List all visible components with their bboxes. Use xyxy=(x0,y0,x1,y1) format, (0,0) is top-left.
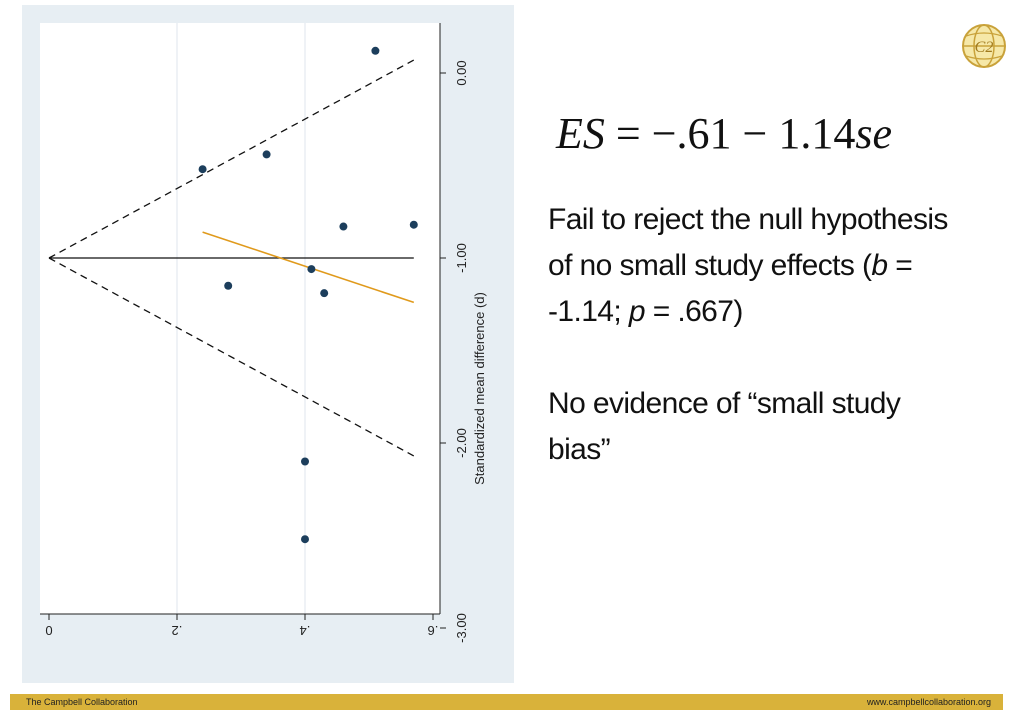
bias-text: No evidence of “small study bias” xyxy=(548,387,901,466)
data-point xyxy=(301,535,309,544)
plot-area xyxy=(40,23,440,614)
x-tick-label: 0 xyxy=(45,623,52,638)
data-point xyxy=(371,46,380,55)
x-tick-label: .4 xyxy=(300,623,311,638)
data-point xyxy=(409,220,418,229)
funnel-lower-line xyxy=(48,257,415,457)
x-tick-label: .6 xyxy=(428,623,439,638)
p-value: = .667) xyxy=(644,295,744,328)
data-point xyxy=(320,289,329,298)
data-point xyxy=(301,457,309,466)
formula-lhs: ES xyxy=(556,109,605,158)
y-tick-label: 0.00 xyxy=(454,60,469,85)
funnel-upper-line xyxy=(48,59,415,259)
formula-var: se xyxy=(855,109,892,158)
footer-url[interactable]: www.campbellcollaboration.org xyxy=(866,697,991,707)
x-tick-label: .2 xyxy=(172,623,183,638)
conclusion-text: Fail to reject the null hypothesis of no… xyxy=(548,197,968,335)
b-symbol: b xyxy=(871,249,888,282)
b-value: = -1.14; xyxy=(548,249,913,328)
data-point xyxy=(224,281,233,290)
logo-text: C2 xyxy=(975,39,994,56)
p-symbol: p xyxy=(628,295,646,328)
data-point xyxy=(339,222,348,231)
funnel-plot: 0 .2 .4 .6 0.00 -1.00 -2.00 -3.00 Standardized m… xyxy=(40,23,487,643)
globe-icon: C2 xyxy=(962,24,1006,68)
y-tick-label: -2.00 xyxy=(454,428,469,458)
y-tick-label: -3.00 xyxy=(454,613,469,643)
data-point xyxy=(307,265,316,274)
regression-formula: ES = −.61 − 1.14se xyxy=(556,108,892,159)
chart-panel: 0 .2 .4 .6 0.00 -1.00 -2.00 -3.00 Standardized m… xyxy=(22,5,514,683)
y-tick-label: -1.00 xyxy=(454,243,469,273)
y-axis-label: Standardized mean difference (d) xyxy=(472,292,487,485)
data-point xyxy=(262,150,271,159)
formula-eq: = −.61 − 1.14 xyxy=(604,109,856,158)
footer-organization: The Campbell Collaboration xyxy=(26,697,138,707)
data-point xyxy=(198,165,207,174)
conclusion-line: Fail to reject the null hypothesis of no… xyxy=(548,203,948,282)
footer-bar: The Campbell Collaboration www.campbellc… xyxy=(10,694,1003,710)
